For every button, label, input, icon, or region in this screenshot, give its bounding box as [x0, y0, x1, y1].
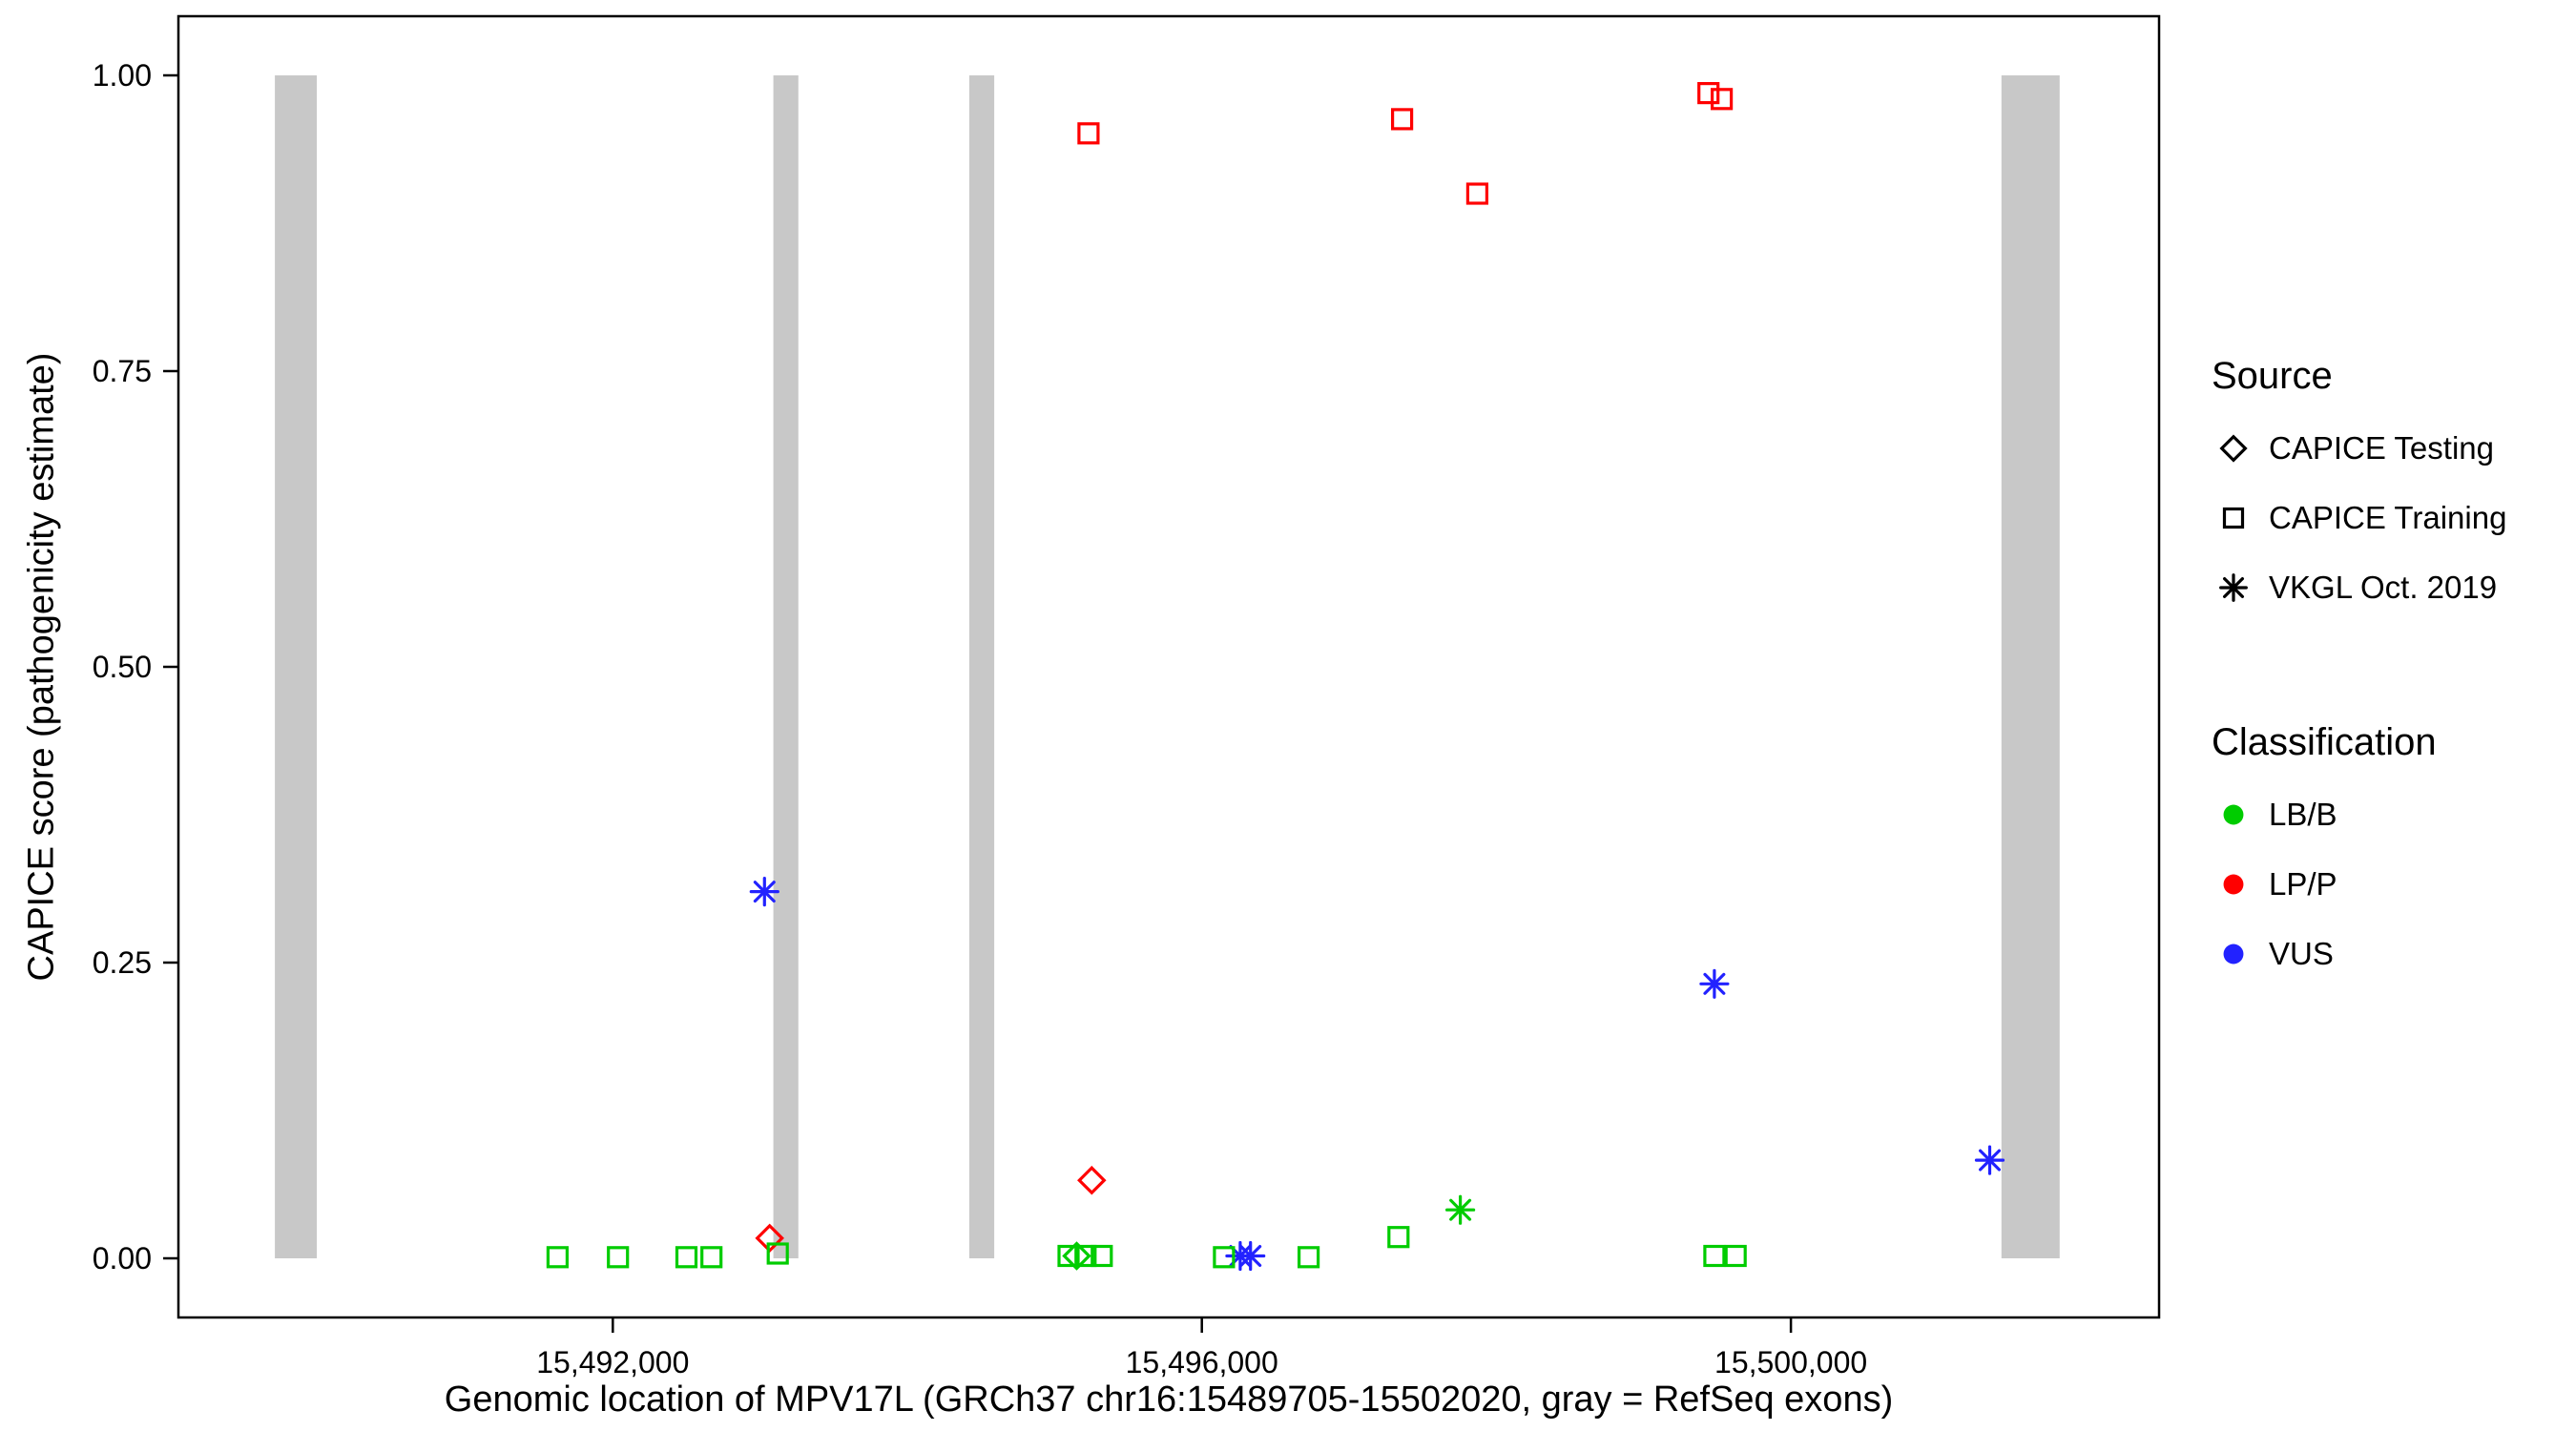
- data-point: [1062, 1241, 1091, 1271]
- diamond-icon: [2219, 433, 2248, 463]
- data-point: [1091, 1244, 1113, 1268]
- color-dot-icon: [2223, 944, 2244, 964]
- data-point: [1387, 1226, 1410, 1249]
- x-axis-title: Genomic location of MPV17L (GRCh37 chr16…: [444, 1379, 1894, 1420]
- data-point: [1390, 108, 1414, 131]
- data-point: [1444, 1194, 1476, 1225]
- legend-item-vus: VUS: [2212, 919, 2506, 988]
- data-point: [1724, 1244, 1747, 1268]
- square-icon: [2222, 507, 2245, 529]
- legend-item-vkgl-oct-2019-label: VKGL Oct. 2019: [2269, 569, 2498, 605]
- data-point: [1465, 182, 1489, 205]
- data-point: [1057, 1244, 1080, 1268]
- data-point: [749, 876, 779, 907]
- x-tick-label: 15,496,000: [1126, 1345, 1278, 1379]
- legend-item-capice-training: CAPICE Training: [2212, 483, 2506, 552]
- data-point: [1697, 81, 1720, 105]
- data-point: [1077, 122, 1100, 145]
- data-point: [546, 1246, 570, 1269]
- legend-source-title: Source: [2212, 355, 2333, 397]
- refseq-exon-bar: [968, 75, 995, 1258]
- y-axis-title: CAPICE score (pathogenicity estimate): [21, 352, 62, 982]
- y-tick-label: 0.00: [93, 1241, 152, 1275]
- data-point: [1974, 1145, 2005, 1175]
- data-point: [1074, 1244, 1097, 1268]
- refseq-exon-bar: [2001, 75, 2060, 1258]
- legend-item-lp-p: LP/P: [2212, 849, 2506, 919]
- data-point: [1297, 1246, 1320, 1269]
- color-dot-icon: [2223, 874, 2244, 894]
- y-tick-label: 0.50: [93, 650, 152, 684]
- legend-item-lp-p-label: LP/P: [2269, 865, 2337, 902]
- refseq-exon-bar: [773, 75, 799, 1258]
- color-dot-icon: [2223, 804, 2244, 824]
- legend-item-vus-label: VUS: [2269, 935, 2334, 971]
- y-tick-label: 0.25: [93, 945, 152, 980]
- legend-item-capice-testing: CAPICE Testing: [2212, 413, 2506, 483]
- data-point: [700, 1246, 723, 1269]
- legend-item-vkgl-oct-2019: VKGL Oct. 2019: [2212, 552, 2506, 622]
- data-point: [1213, 1246, 1236, 1269]
- data-point: [607, 1246, 630, 1269]
- data-point: [1236, 1240, 1266, 1272]
- x-tick-label: 15,492,000: [536, 1345, 689, 1379]
- data-point: [1710, 88, 1734, 111]
- y-tick-label: 1.00: [93, 58, 152, 93]
- data-point: [675, 1246, 698, 1269]
- legend-item-capice-training-label: CAPICE Training: [2269, 499, 2507, 535]
- refseq-exon-bar: [275, 75, 318, 1258]
- legend: Source CAPICE Testing CAPICE Training VKGL …: [2212, 355, 2506, 988]
- data-point: [1703, 1244, 1726, 1268]
- y-tick-label: 0.75: [93, 354, 152, 388]
- legend-item-capice-testing-label: CAPICE Testing: [2269, 429, 2494, 466]
- legend-classification-title: Classification: [2212, 721, 2437, 763]
- data-point: [1077, 1165, 1107, 1195]
- x-tick-label: 15,500,000: [1714, 1345, 1867, 1379]
- data-point: [766, 1242, 789, 1265]
- legend-item-lb-b-label: LB/B: [2269, 796, 2337, 832]
- legend-item-lb-b: LB/B: [2212, 779, 2506, 849]
- asterisk-icon: [2219, 572, 2248, 602]
- data-point: [1699, 968, 1730, 999]
